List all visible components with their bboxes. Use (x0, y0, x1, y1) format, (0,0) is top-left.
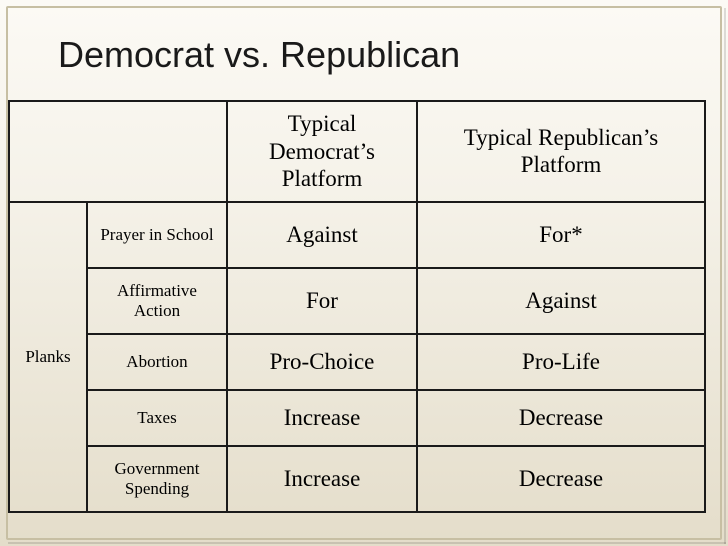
table-row: Taxes Increase Decrease (9, 390, 705, 446)
rep-cell: Against (417, 268, 705, 334)
plank-label: Abortion (87, 334, 227, 390)
slide-title: Democrat vs. Republican (58, 34, 686, 76)
table-row: Planks Prayer in School Against For* (9, 202, 705, 268)
dem-cell: Increase (227, 446, 417, 512)
comparison-table: Typical Democrat’s Platform Typical Repu… (8, 100, 706, 513)
table-row: Abortion Pro-Choice Pro-Life (9, 334, 705, 390)
dem-cell: Pro-Choice (227, 334, 417, 390)
rep-cell: Decrease (417, 446, 705, 512)
rep-cell: Decrease (417, 390, 705, 446)
dem-cell: Increase (227, 390, 417, 446)
dem-cell: Against (227, 202, 417, 268)
header-democrat: Typical Democrat’s Platform (227, 101, 417, 202)
dem-cell: For (227, 268, 417, 334)
plank-label: Taxes (87, 390, 227, 446)
side-label: Planks (9, 202, 87, 512)
header-republican: Typical Republican’s Platform (417, 101, 705, 202)
slide-content: Democrat vs. Republican Typical Democrat… (0, 0, 728, 546)
plank-label: Affirmative Action (87, 268, 227, 334)
comparison-table-wrap: Typical Democrat’s Platform Typical Repu… (8, 100, 706, 513)
table-row: Government Spending Increase Decrease (9, 446, 705, 512)
table-header-row: Typical Democrat’s Platform Typical Repu… (9, 101, 705, 202)
header-blank (9, 101, 227, 202)
plank-label: Prayer in School (87, 202, 227, 268)
plank-label: Government Spending (87, 446, 227, 512)
table-row: Affirmative Action For Against (9, 268, 705, 334)
rep-cell: Pro-Life (417, 334, 705, 390)
rep-cell: For* (417, 202, 705, 268)
